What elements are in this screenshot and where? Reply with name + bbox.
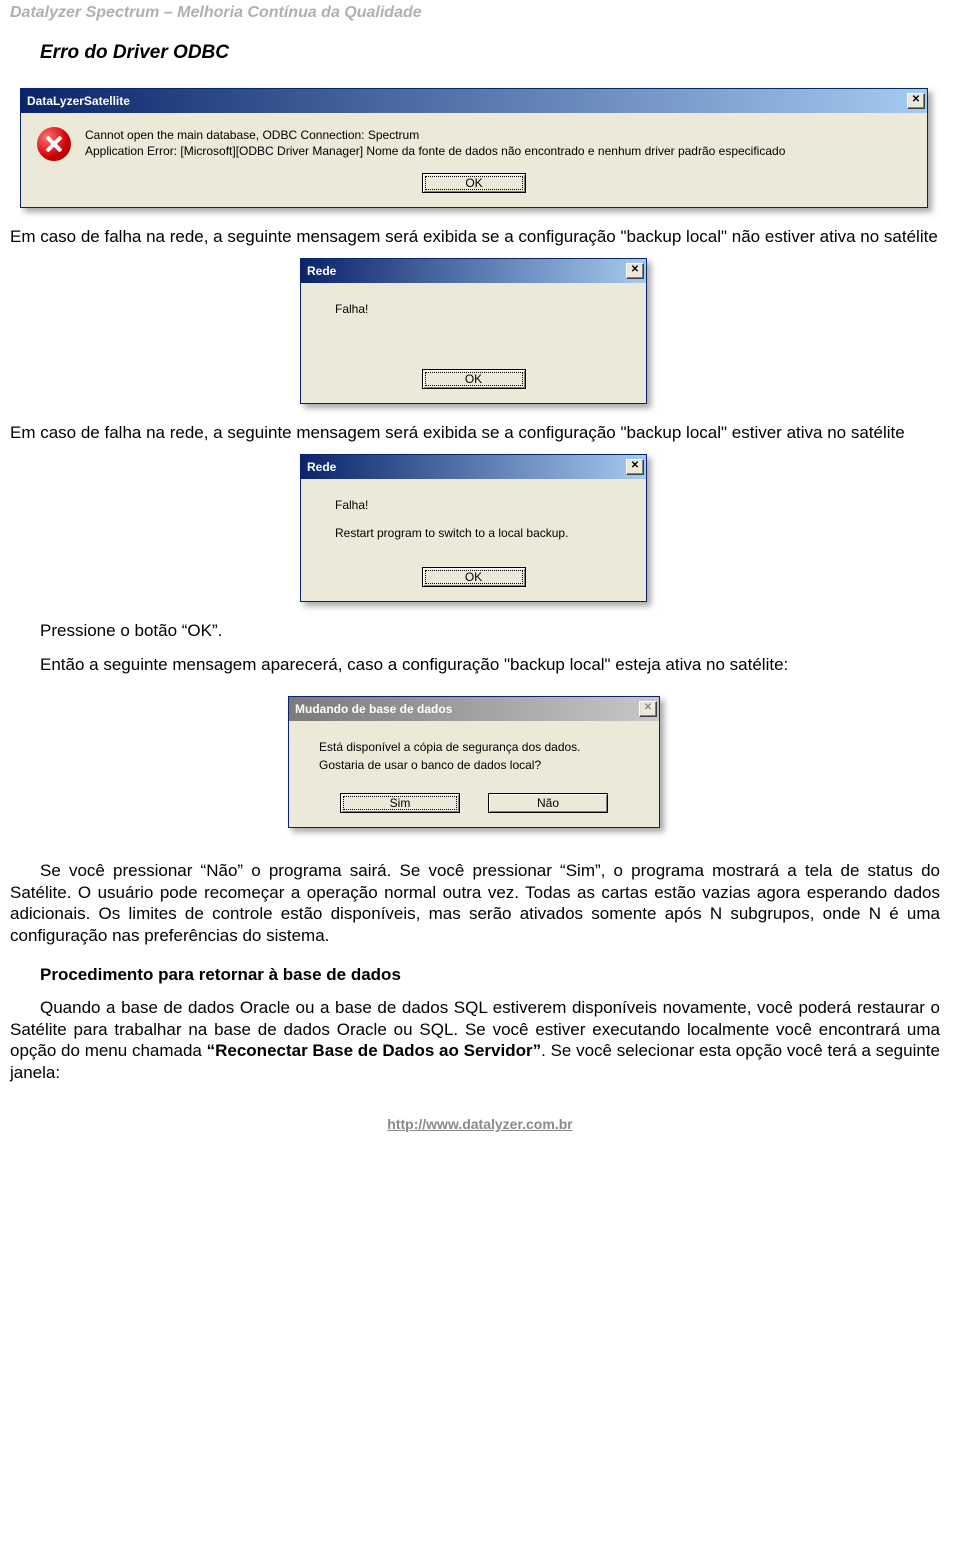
paragraph: Em caso de falha na rede, a seguinte men… — [10, 222, 950, 252]
paragraph: Pressione o botão “OK”. — [10, 616, 950, 646]
dialog-rede-1: Rede ✕ Falha! OK — [300, 258, 647, 404]
paragraph: Quando a base de dados Oracle ou a base … — [10, 993, 950, 1088]
dialog-title: Mudando de base de dados — [295, 702, 452, 716]
paragraph: Então a seguinte mensagem aparecerá, cas… — [40, 655, 788, 674]
close-icon[interactable]: ✕ — [907, 93, 925, 109]
close-icon[interactable]: ✕ — [626, 459, 644, 475]
dialog-message: Está disponível a cópia de segurança dos… — [305, 735, 643, 755]
dialog-mudando-db: Mudando de base de dados ✕ Está disponív… — [288, 696, 660, 828]
dialog-titlebar: DataLyzerSatellite ✕ — [21, 89, 927, 113]
subheading: Procedimento para retornar à base de dad… — [10, 951, 950, 993]
page-header: Datalyzer Spectrum – Melhoria Contínua d… — [10, 0, 950, 32]
dialog-title: Rede — [307, 264, 336, 278]
dialog-title: DataLyzerSatellite — [27, 94, 130, 108]
menu-name-bold: “Reconectar Base de Dados ao Servidor” — [207, 1041, 542, 1060]
no-button[interactable]: Não — [488, 793, 608, 813]
error-icon — [37, 127, 71, 161]
ok-button[interactable]: OK — [422, 369, 526, 389]
ok-button[interactable]: OK — [422, 173, 526, 193]
dialog-titlebar: Rede ✕ — [301, 455, 646, 479]
dialog-titlebar: Rede ✕ — [301, 259, 646, 283]
paragraph: Em caso de falha na rede, a seguinte men… — [10, 418, 950, 448]
dialog-title: Rede — [307, 460, 336, 474]
dialog-message: Falha! — [317, 493, 630, 519]
dialog-message: Restart program to switch to a local bac… — [317, 519, 630, 555]
ok-button[interactable]: OK — [422, 567, 526, 587]
dialog-message-line: Cannot open the main database, ODBC Conn… — [85, 127, 785, 143]
footer-link[interactable]: http://www.datalyzer.com.br — [387, 1116, 572, 1132]
close-icon[interactable]: ✕ — [626, 263, 644, 279]
dialog-rede-2: Rede ✕ Falha! Restart program to switch … — [300, 454, 647, 602]
dialog-message-line: Application Error: [Microsoft][ODBC Driv… — [85, 143, 785, 159]
dialog-message: Gostaria de usar o banco de dados local? — [305, 755, 643, 783]
close-icon[interactable]: ✕ — [639, 701, 657, 717]
section-title: Erro do Driver ODBC — [10, 32, 950, 82]
yes-button[interactable]: Sim — [340, 793, 460, 813]
dialog-odbc-error: DataLyzerSatellite ✕ Cannot open the mai… — [20, 88, 928, 208]
dialog-message: Cannot open the main database, ODBC Conn… — [85, 127, 785, 159]
dialog-message: Falha! — [317, 297, 630, 357]
paragraph: Se você pressionar “Não” o programa sair… — [10, 861, 940, 945]
dialog-titlebar: Mudando de base de dados ✕ — [289, 697, 659, 721]
